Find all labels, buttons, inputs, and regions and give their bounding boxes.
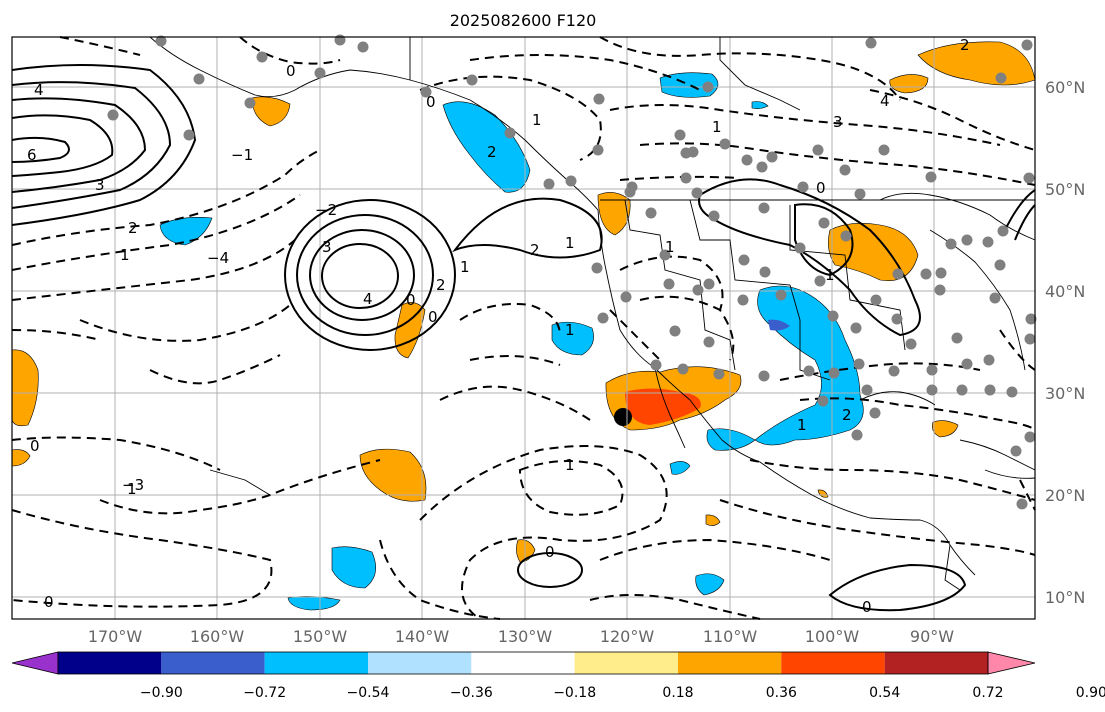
colorbar-segment [471,652,575,674]
contour-label: 4 [34,81,44,99]
map-title: 2025082600 F120 [450,11,597,30]
lon-label: 140°W [395,627,450,646]
contour-label: 0 [286,62,296,80]
contour-label: 1 [712,118,722,136]
contour-label: 1 [460,258,470,276]
contour-label: 3 [322,238,332,256]
lat-label: 50°N [1045,180,1085,199]
contour-label: −1 [231,146,253,164]
latitude-labels: 60°N 50°N 40°N 30°N 20°N 10°N [1045,78,1085,607]
colorbar-frame [57,651,989,675]
contour-label: 0 [426,93,436,111]
contour-label: −3 [122,476,144,494]
contour-label: 0 [428,308,438,326]
contour-label: 2 [487,143,497,161]
contour-label: 4 [363,290,373,308]
lon-label: 160°W [190,627,245,646]
contour-label: −4 [207,249,229,267]
contour-label: 0 [816,179,826,197]
colorbar-ticks: −0.90 −0.72 −0.54 −0.36 −0.18 0.18 0.36 … [140,685,1105,701]
contour-label: 1 [797,416,807,434]
colorbar-tick-label: −0.36 [450,685,493,701]
lon-label: 100°W [805,627,860,646]
colorbar-segment [161,652,265,674]
lat-label: 30°N [1045,384,1085,403]
lon-label: 170°W [88,627,143,646]
contour-labels: 4 6 3 2 1 0 −1 −2 −3 −4 4 3 2 1 0 0 1 2 … [27,36,970,616]
colorbar-segment [884,652,988,674]
contour-label: 1 [565,456,575,474]
contour-label: 2 [842,406,852,424]
colorbar-tick-label: 0.90 [1076,685,1105,701]
lon-label: 120°W [600,627,655,646]
lat-label: 60°N [1045,78,1085,97]
shaded-anomaly-areas [11,41,1036,611]
contour-label: 3 [833,113,843,131]
contour-label: 3 [95,176,105,194]
colorbar-tick-label: −0.72 [243,685,286,701]
colorbar-tick-label: 0.18 [662,685,693,701]
colorbar-tick-label: −0.18 [553,685,596,701]
lat-label: 10°N [1045,588,1085,607]
lat-label: 20°N [1045,486,1085,505]
contour-label: 2 [128,219,138,237]
contour-label: 1 [120,246,130,264]
contour-label: 4 [880,92,890,110]
contour-label: 0 [545,543,555,561]
lon-label: 130°W [498,627,553,646]
colorbar-segment [58,652,162,674]
contour-label: 0 [862,598,872,616]
contour-label: 2 [530,241,540,259]
colorbar-segment [678,652,782,674]
contour-label: 1 [532,111,542,129]
contour-label: 1 [127,480,137,498]
lon-label: 110°W [703,627,758,646]
contours-positive [11,64,1036,612]
lat-label: 40°N [1045,282,1085,301]
contour-label: 1 [565,321,575,339]
colorbar-extend-high [987,651,1036,675]
contour-label: 1 [825,266,835,284]
point-marker [614,408,632,426]
colorbar-tick-label: 0.36 [766,685,797,701]
colorbar-segment [781,652,885,674]
contour-label: 0 [30,437,40,455]
longitude-labels: 170°W 160°W 150°W 140°W 130°W 120°W 110°… [88,627,954,646]
colorbar-segment [264,652,368,674]
colorbar: −0.90 −0.72 −0.54 −0.36 −0.18 0.18 0.36 … [11,651,1105,701]
colorbar-segment [574,652,678,674]
station-dots [107,34,1037,510]
contour-label: 0 [44,593,54,611]
contour-label: 2 [960,36,970,54]
contour-label: 1 [665,238,675,256]
colorbar-tick-label: −0.90 [140,685,183,701]
colorbar-segment [368,652,472,674]
colorbar-tick-label: −0.54 [347,685,390,701]
contour-label: −2 [315,201,337,219]
contour-label: 0 [406,291,416,309]
colorbar-tick-label: 0.54 [869,685,900,701]
contours-negative [11,36,1036,620]
contour-label: 1 [565,234,575,252]
map-frame [11,36,1036,620]
map-panel: 4 6 3 2 1 0 −1 −2 −3 −4 4 3 2 1 0 0 1 2 … [11,34,1037,620]
colorbar-tick-label: 0.72 [972,685,1003,701]
contour-label: 6 [27,146,37,164]
lon-label: 90°W [910,627,954,646]
colorbar-extend-low [11,651,59,675]
lon-label: 150°W [293,627,348,646]
contour-label: 2 [436,276,446,294]
